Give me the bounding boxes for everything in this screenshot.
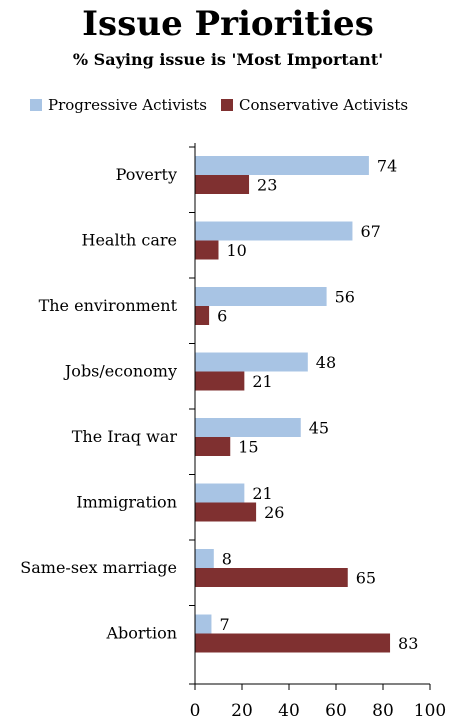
bar-conservative-same-sex-marriage [195,568,348,587]
data-label-progressive-poverty: 74 [377,157,397,176]
category-label-the-iraq-war: The Iraq war [72,427,178,446]
legend: Progressive Activists Conservative Activ… [30,96,422,114]
bar-conservative-immigration [195,502,257,522]
bar-progressive-immigration [195,483,245,503]
bar-conservative-jobs-economy [195,371,245,391]
x-tick-label-0: 0 [190,701,201,720]
data-label-progressive-immigration: 21 [252,484,272,503]
bar-progressive-same-sex-marriage [195,549,214,568]
legend-swatch-progressive [30,99,42,111]
data-label-conservative-immigration: 26 [264,503,284,522]
data-label-progressive-health-care: 67 [360,222,380,241]
category-label-same-sex-marriage: Same-sex marriage [20,558,177,577]
category-label-poverty: Poverty [116,165,177,184]
category-label-immigration: Immigration [76,493,177,512]
legend-label-conservative: Conservative Activists [239,96,409,114]
chart-subtitle: % Saying issue is 'Most Important' [72,50,384,69]
data-label-conservative-abortion: 83 [398,634,418,653]
data-label-conservative-the-iraq-war: 15 [238,438,258,457]
data-label-conservative-poverty: 23 [257,176,277,195]
data-label-progressive-jobs-economy: 48 [316,353,336,372]
data-label-progressive-the-environment: 56 [335,288,355,307]
chart-title: Issue Priorities [82,4,374,44]
category-label-the-environment: The environment [39,296,178,315]
x-tick-label-40: 40 [278,701,300,720]
bar-progressive-jobs-economy [195,352,308,372]
legend-label-progressive: Progressive Activists [48,96,208,114]
legend-swatch-conservative [221,99,234,111]
x-tick-label-60: 60 [325,701,347,720]
data-label-conservative-jobs-economy: 21 [252,372,272,391]
x-tick-label-80: 80 [372,701,394,720]
legend-item-conservative: Conservative Activists [221,96,408,114]
legend-item-progressive: Progressive Activists [30,96,207,114]
bar-progressive-health-care [195,221,353,241]
data-label-progressive-abortion: 7 [219,615,229,634]
bar-conservative-the-iraq-war [195,437,231,456]
bar-conservative-poverty [195,175,250,194]
bar-progressive-abortion [195,614,212,634]
category-label-jobs-economy: Jobs/economy [63,362,177,381]
x-tick-label-20: 20 [231,701,253,720]
data-label-conservative-the-environment: 6 [217,307,227,326]
bar-progressive-poverty [195,156,369,175]
data-label-progressive-the-iraq-war: 45 [309,419,329,438]
bar-conservative-health-care [195,240,219,260]
bar-conservative-the-environment [195,306,210,325]
category-label-abortion: Abortion [105,624,177,643]
bar-progressive-the-environment [195,287,327,306]
category-label-health-care: Health care [81,231,177,250]
data-label-conservative-health-care: 10 [227,241,247,260]
data-label-progressive-same-sex-marriage: 8 [222,550,232,569]
data-label-conservative-same-sex-marriage: 65 [356,569,376,588]
x-tick-label-100: 100 [414,701,446,720]
bar-progressive-the-iraq-war [195,418,301,437]
bar-conservative-abortion [195,633,391,653]
